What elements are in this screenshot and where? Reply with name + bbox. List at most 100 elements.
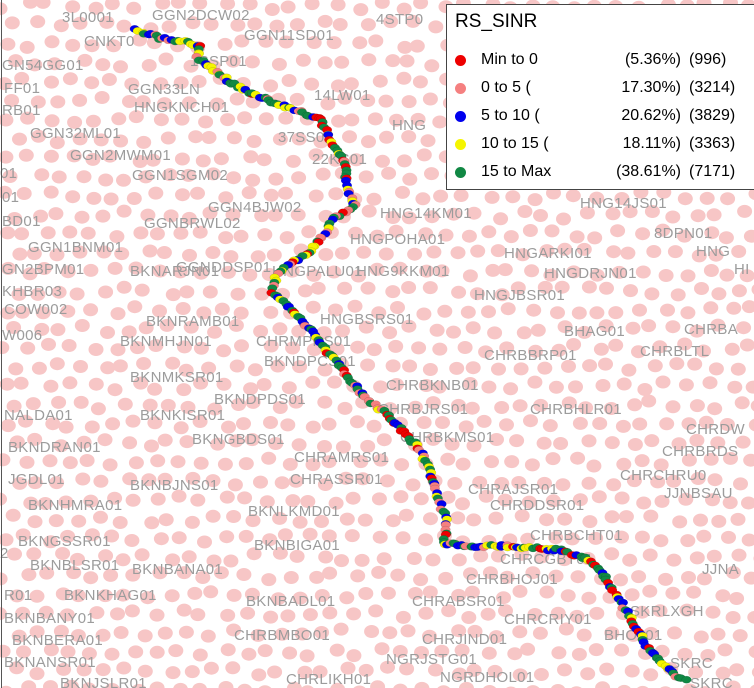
site-dot: [637, 383, 653, 396]
site-dot: [521, 495, 537, 509]
site-dot: [185, 16, 201, 30]
site-dot: [226, 131, 242, 145]
site-dot: [41, 337, 56, 351]
site-dot: [20, 341, 36, 355]
site-dot: [434, 264, 450, 278]
site-dot: [29, 589, 45, 603]
site-dot: [144, 516, 160, 530]
site-dot: [625, 321, 641, 335]
site-dot: [413, 492, 429, 506]
site-dot: [95, 663, 111, 677]
site-dot: [102, 149, 118, 163]
site-dot: [401, 319, 417, 333]
site-dot: [655, 375, 671, 389]
site-dot: [83, 263, 99, 277]
site-dot: [18, 414, 33, 428]
site-dot: [666, 553, 682, 567]
site-dot: [643, 509, 659, 523]
site-dot: [741, 496, 754, 510]
site-dot: [480, 607, 496, 621]
site-dot: [334, 554, 349, 568]
legend-range: Min to 0: [481, 51, 538, 68]
site-dot: [281, 381, 297, 395]
site-dot: [644, 287, 660, 301]
site-dot: [285, 341, 301, 355]
legend-range: 0 to 5 (: [481, 79, 531, 96]
site-dot: [0, 226, 16, 240]
site-dot: [338, 471, 354, 485]
site-dot: [278, 111, 294, 125]
site-dot: [315, 167, 331, 181]
site-dot: [376, 552, 392, 566]
site-dot: [104, 647, 120, 661]
site-dot: [242, 268, 258, 282]
site-dot: [272, 132, 288, 146]
site-label: FF01: [4, 80, 40, 97]
site-dot: [693, 513, 708, 527]
site-dot: [579, 206, 595, 220]
site-dot: [236, 417, 251, 431]
site-dot: [218, 191, 234, 205]
site-dot: [537, 476, 552, 490]
site-dot: [183, 59, 199, 73]
site-dot: [514, 509, 530, 523]
legend-dot-icon: [455, 83, 466, 94]
legend-box: RS_SINR Min to 0 (5.36%) (996) 0 to 5 ( …: [446, 4, 754, 190]
site-dot: [631, 345, 646, 359]
legend-count: (7171): [689, 163, 736, 180]
site-dot: [725, 611, 741, 624]
site-dot: [642, 584, 658, 598]
site-dot: [144, 439, 159, 453]
site-dot: [225, 208, 241, 222]
site-dot: [116, 19, 132, 33]
site-dot: [566, 338, 582, 351]
site-dot: [97, 433, 113, 447]
site-dot: [634, 530, 650, 544]
site-dot: [487, 326, 503, 340]
site-dot: [703, 301, 719, 315]
site-dot: [221, 420, 236, 434]
site-label: CHRBHOJ01: [466, 571, 558, 588]
site-dot: [35, 306, 51, 320]
site-dot: [43, 379, 59, 393]
site-dot: [111, 112, 127, 126]
site-label: 2: [0, 545, 9, 562]
site-dot: [258, 34, 274, 48]
site-dot: [44, 35, 60, 49]
site-dot: [472, 475, 488, 489]
site-dot: [274, 476, 290, 490]
site-dot: [437, 304, 453, 318]
site-dot: [726, 301, 742, 315]
site-dot: [304, 77, 320, 91]
site-dot: [49, 357, 65, 371]
site-dot: [112, 516, 128, 529]
site-dot: [451, 624, 467, 638]
site-label: CHRBRDS: [662, 443, 738, 460]
site-label: BKNBANY01: [4, 610, 95, 627]
site-dot: [9, 435, 25, 449]
site-dot: [366, 192, 382, 206]
site-label: GGNDDSP01: [176, 259, 271, 276]
site-dot: [353, 3, 369, 17]
site-dot: [526, 685, 540, 688]
site-label: GN54GG01: [2, 57, 84, 74]
site-dot: [576, 242, 592, 256]
site-dot: [9, 589, 25, 603]
site-dot: [181, 211, 197, 225]
site-dot: [72, 93, 88, 107]
site-dot: [572, 493, 588, 507]
site-dot: [240, 606, 256, 620]
site-dot: [730, 512, 746, 526]
site-label: CHRDW: [686, 421, 746, 438]
site-dot: [396, 2, 412, 16]
site-dot: [644, 205, 660, 218]
site-dot: [446, 325, 461, 339]
site-dot: [246, 547, 262, 561]
site-dot: [440, 452, 456, 466]
site-dot: [451, 285, 467, 299]
site-dot: [299, 649, 315, 663]
site-dot: [272, 401, 288, 414]
site-dot: [138, 321, 154, 335]
site-dot: [451, 588, 467, 602]
